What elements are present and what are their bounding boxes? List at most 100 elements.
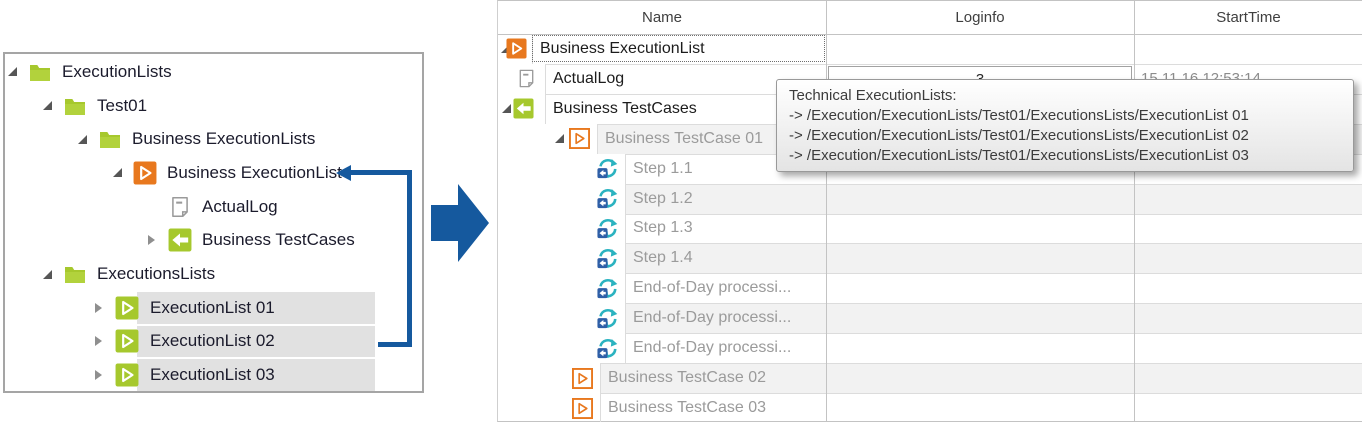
loginfo-cell[interactable]: [826, 273, 1134, 303]
exec-green-icon: [115, 358, 139, 392]
loginfo-cell[interactable]: [826, 333, 1134, 363]
cell-gridline: [597, 123, 598, 154]
loginfo-cell[interactable]: [826, 303, 1134, 333]
cell-gridline: [625, 213, 626, 244]
tree-item[interactable]: Test01: [5, 89, 422, 123]
tree-item[interactable]: ExecutionList 03: [5, 358, 422, 392]
log-page-icon: [516, 64, 537, 94]
tree-item[interactable]: ActualLog: [5, 190, 422, 224]
tree-item-label[interactable]: Business ExecutionList: [167, 162, 342, 182]
name-cell[interactable]: End-of-Day processi...: [633, 309, 792, 327]
name-cell[interactable]: Business TestCase 03: [608, 399, 767, 417]
expander-expanded-icon: [8, 67, 17, 77]
exec-green-icon: [115, 291, 139, 325]
starttime-cell[interactable]: [1141, 243, 1356, 273]
starttime-cell[interactable]: [1141, 303, 1356, 333]
loginfo-cell[interactable]: [826, 184, 1134, 214]
tree-panel: ExecutionLists Test01 Business ExecutionLi…: [3, 52, 424, 393]
name-cell[interactable]: End-of-Day processi...: [633, 339, 792, 357]
name-cell[interactable]: Step 1.2: [633, 189, 693, 207]
name-cell[interactable]: Step 1.1: [633, 159, 693, 177]
tree-item[interactable]: ExecutionLists: [5, 55, 422, 89]
table-row[interactable]: Business ExecutionList: [498, 34, 1362, 64]
tree-expander[interactable]: [43, 89, 52, 123]
starttime-cell[interactable]: [1141, 333, 1356, 363]
tree-item-label[interactable]: Test01: [97, 95, 148, 115]
tree-expander[interactable]: [95, 291, 102, 325]
table-row[interactable]: End-of-Day processi...: [498, 303, 1362, 334]
starttime-cell[interactable]: [1141, 34, 1356, 64]
name-cell[interactable]: Business TestCase 02: [608, 369, 767, 387]
tree-expander[interactable]: [148, 224, 155, 258]
tree-item-label[interactable]: ExecutionLists: [62, 61, 172, 81]
tree-expander[interactable]: [8, 55, 17, 89]
tree-expander[interactable]: [113, 156, 122, 190]
tree-item-label[interactable]: Business TestCases: [202, 230, 355, 250]
loginfo-cell[interactable]: [826, 393, 1134, 422]
cell-gridline: [625, 153, 626, 184]
name-cell[interactable]: Business TestCases: [553, 99, 697, 117]
name-cell[interactable]: Business TestCase 01: [605, 129, 764, 147]
tree-item-label[interactable]: Business ExecutionLists: [132, 129, 316, 149]
table-row[interactable]: Business TestCase 02: [498, 363, 1362, 394]
step-icon: [597, 184, 618, 214]
table-row[interactable]: Business TestCase 03: [498, 393, 1362, 422]
starttime-cell[interactable]: [1141, 214, 1356, 244]
tree-item-label[interactable]: ExecutionList 03: [150, 365, 275, 385]
name-cell[interactable]: End-of-Day processi...: [633, 279, 792, 297]
expander-collapsed-icon: [148, 235, 155, 246]
starttime-cell[interactable]: [1141, 273, 1356, 303]
testcases-green-icon: [513, 94, 534, 124]
column-divider[interactable]: [826, 1, 827, 421]
tooltip-line: -> /Execution/ExecutionLists/Test01/Exec…: [789, 127, 1249, 144]
column-header-loginfo[interactable]: Loginfo: [955, 9, 1005, 26]
row-gridline: [545, 63, 1362, 65]
tree-item[interactable]: Business ExecutionList: [5, 156, 422, 190]
step-icon: [597, 154, 618, 184]
testcase-orange-icon: [572, 363, 593, 393]
tree-expander[interactable]: [78, 122, 87, 156]
name-cell[interactable]: ActualLog: [553, 69, 625, 87]
table-row[interactable]: Step 1.3: [498, 213, 1362, 244]
table-row[interactable]: End-of-Day processi...: [498, 333, 1362, 364]
table-row[interactable]: Step 1.4: [498, 243, 1362, 274]
tree-item[interactable]: Business TestCases: [5, 224, 422, 258]
starttime-cell[interactable]: [1141, 184, 1356, 214]
column-header-name[interactable]: Name: [641, 9, 682, 26]
row-expander[interactable]: [501, 34, 510, 64]
tooltip-line: -> /Execution/ExecutionLists/Test01/Exec…: [789, 107, 1249, 124]
loginfo-cell[interactable]: [826, 214, 1134, 244]
step-icon: [597, 273, 618, 303]
name-cell[interactable]: Business ExecutionList: [540, 39, 705, 57]
table-row[interactable]: End-of-Day processi...: [498, 273, 1362, 304]
row-gridline: [625, 213, 1362, 215]
starttime-cell[interactable]: [1141, 363, 1356, 393]
tree-expander[interactable]: [95, 358, 102, 392]
tree-item[interactable]: ExecutionList 02: [5, 325, 422, 359]
tree-item-label[interactable]: ExecutionsLists: [97, 264, 216, 284]
loginfo-cell[interactable]: [826, 34, 1134, 64]
row-expander[interactable]: [502, 94, 511, 124]
row-expander[interactable]: [555, 124, 564, 154]
tree-item-label[interactable]: ExecutionList 01: [150, 297, 275, 317]
name-cell[interactable]: Step 1.4: [633, 249, 693, 267]
tree-item[interactable]: ExecutionList 01: [5, 291, 422, 325]
column-header-starttime[interactable]: StartTime: [1216, 9, 1281, 26]
table-row[interactable]: Step 1.2: [498, 183, 1362, 214]
tree-item-label[interactable]: ExecutionList 02: [150, 331, 275, 351]
focused-cell-border: [532, 35, 825, 62]
name-cell[interactable]: Step 1.3: [633, 219, 693, 237]
tree-item[interactable]: Business ExecutionLists: [5, 122, 422, 156]
tree-item-label[interactable]: ActualLog: [202, 196, 278, 216]
column-divider[interactable]: [1134, 1, 1135, 421]
row-gridline: [625, 243, 1362, 245]
tree-expander[interactable]: [43, 257, 52, 291]
starttime-cell[interactable]: [1141, 393, 1356, 422]
tree-expander[interactable]: [95, 325, 102, 359]
loginfo-cell[interactable]: [826, 243, 1134, 273]
folder-icon: [63, 89, 87, 123]
tree-item[interactable]: ExecutionsLists: [5, 257, 422, 291]
tooltip-title: Technical ExecutionLists:: [789, 87, 957, 104]
loginfo-cell[interactable]: [826, 363, 1134, 393]
row-gridline: [625, 333, 1362, 335]
